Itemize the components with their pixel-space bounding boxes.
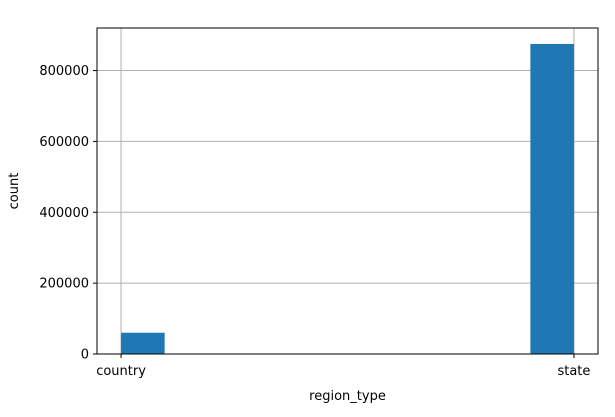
bar-state bbox=[530, 43, 574, 355]
bar-country bbox=[121, 332, 165, 354]
x-tick-label: country bbox=[96, 364, 146, 379]
y-tick-label: 200000 bbox=[39, 277, 89, 292]
y-tick-label: 0 bbox=[81, 348, 89, 363]
y-axis-label: count bbox=[7, 173, 22, 210]
grid-lines bbox=[97, 28, 598, 355]
x-axis-label: region_type bbox=[309, 389, 386, 404]
y-tick-label: 600000 bbox=[39, 135, 89, 150]
plot-frame bbox=[96, 27, 599, 355]
y-tick-label: 800000 bbox=[39, 64, 89, 79]
bars bbox=[121, 43, 574, 355]
y-axis-ticks: 0 200000 400000 600000 800000 bbox=[39, 64, 97, 363]
x-axis-ticks: country state bbox=[96, 354, 590, 379]
y-tick-label: 400000 bbox=[39, 206, 89, 221]
x-tick-label: state bbox=[557, 364, 590, 379]
